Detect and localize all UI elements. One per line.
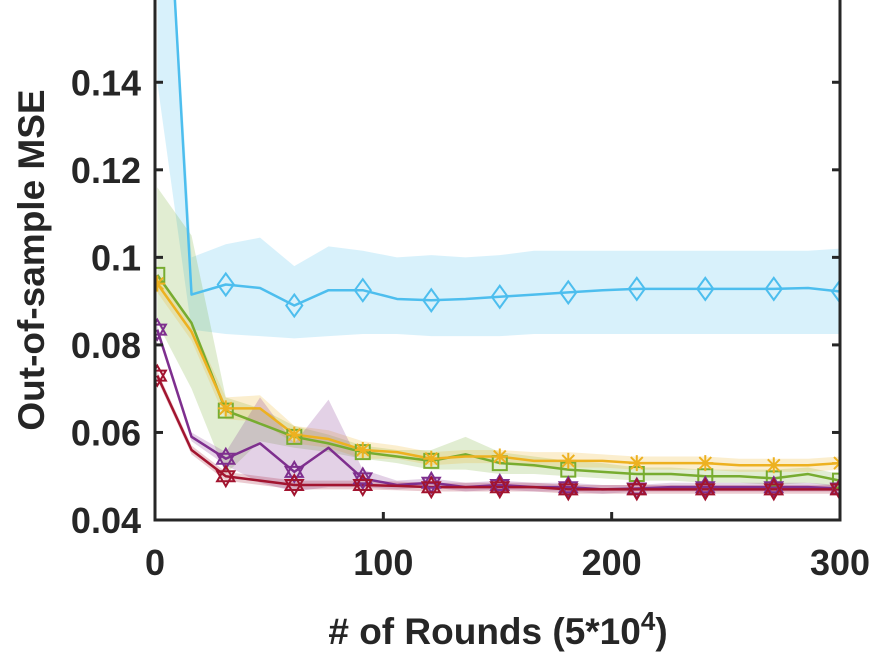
series-0-band	[157, 0, 840, 339]
series-4-marker	[283, 472, 305, 498]
y-tick-label: 0.04	[71, 500, 141, 541]
series-1-marker	[217, 402, 234, 419]
series-1-marker	[628, 466, 645, 483]
series-0-marker	[353, 277, 373, 303]
series-2-marker	[491, 448, 508, 465]
series-4-line	[156, 375, 840, 491]
x-tick-label: 200	[582, 542, 642, 583]
series-2-marker	[423, 450, 440, 467]
series-0-marker	[764, 276, 784, 302]
series-3-band	[157, 325, 840, 494]
x-tick-label: 0	[145, 542, 165, 583]
series-2-marker	[628, 455, 645, 472]
series-2-marker	[155, 275, 166, 292]
series-2-marker	[560, 452, 577, 469]
series-0-marker	[216, 271, 236, 298]
series-1-marker	[354, 444, 371, 461]
x-axis-title-suffix: )	[655, 611, 667, 652]
x-axis-title-exponent: 4	[641, 606, 656, 636]
series-3-marker	[155, 317, 168, 342]
series-4-marker	[420, 475, 442, 500]
series-0-line	[173, 0, 840, 307]
series-1-marker	[423, 452, 440, 469]
series-4-marker	[215, 464, 237, 489]
x-tick-label: 300	[810, 542, 870, 583]
y-tick-label: 0.1	[91, 237, 141, 278]
x-axis-title-main: # of Rounds (5*10	[328, 611, 641, 652]
series-0-marker	[422, 287, 441, 313]
series-0-marker	[696, 276, 715, 302]
series-2-marker	[286, 426, 303, 443]
y-tick-label: 0.06	[71, 412, 141, 453]
series-0-marker	[627, 276, 647, 302]
series-2-marker	[354, 441, 371, 458]
series-3-line	[156, 329, 840, 491]
series-4-marker	[626, 477, 648, 502]
series-0-marker	[830, 278, 840, 305]
series-2-marker	[765, 457, 782, 474]
series-4-marker	[155, 363, 168, 388]
series-0-marker	[490, 284, 510, 310]
y-axis-title: Out-of-sample MSE	[11, 89, 52, 430]
series-2-marker	[697, 455, 714, 472]
y-tick-label: 0.14	[71, 62, 141, 103]
series-3-marker	[215, 446, 237, 471]
series-2-marker	[217, 400, 234, 417]
series-0-marker	[559, 279, 578, 306]
series-4-marker	[829, 477, 840, 502]
series-0-marker	[285, 292, 304, 319]
series-4-marker	[489, 475, 511, 500]
x-axis-title: # of Rounds (5*104)	[328, 606, 667, 652]
y-tick-label: 0.08	[71, 325, 141, 366]
series-1-marker	[155, 266, 166, 283]
y-tick-label: 0.12	[71, 150, 141, 191]
x-tick-label: 100	[353, 542, 413, 583]
series-4-marker	[557, 477, 579, 502]
series-4-marker	[694, 477, 716, 502]
series-1-marker	[286, 428, 303, 445]
series-4-marker	[763, 477, 785, 502]
series-4-marker	[352, 472, 374, 498]
